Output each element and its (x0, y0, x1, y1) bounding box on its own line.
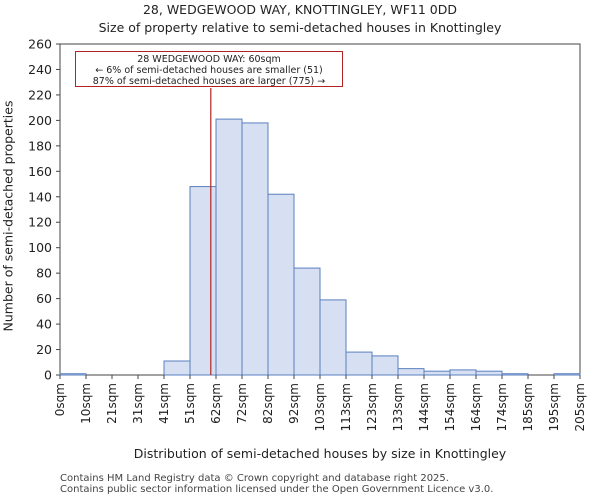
bar-17 (501, 373, 529, 376)
y-tick-label-20: 20 (36, 342, 52, 357)
x-tick-label-51sqm: 51sqm (183, 383, 197, 424)
x-tick-label-123sqm: 123sqm (365, 383, 379, 431)
x-tick-label-133sqm: 133sqm (391, 383, 405, 431)
y-tick-label-0: 0 (44, 368, 52, 383)
y-tick-label-80: 80 (36, 266, 52, 281)
x-tick-label-72sqm: 72sqm (235, 383, 249, 424)
y-tick-label-60: 60 (36, 291, 52, 306)
x-tick-label-205sqm: 205sqm (573, 383, 587, 431)
bar-19 (553, 373, 581, 376)
x-tick-label-21sqm: 21sqm (105, 383, 119, 424)
bar-9 (293, 267, 321, 376)
x-tick-label-0sqm: 0sqm (53, 383, 67, 416)
x-tick-label-195sqm: 195sqm (547, 383, 561, 431)
annotation-box: 28 WEDGEWOOD WAY: 60sqm ← 6% of semi-det… (75, 51, 343, 87)
x-tick-label-82sqm: 82sqm (261, 383, 275, 424)
y-tick-label-100: 100 (28, 240, 52, 255)
bar-10 (319, 299, 347, 376)
bar-6 (215, 118, 243, 376)
x-axis-label: Distribution of semi-detached houses by … (133, 446, 507, 461)
x-tick-label-92sqm: 92sqm (287, 383, 301, 424)
y-tick-label-40: 40 (36, 317, 52, 332)
x-tick-label-164sqm: 164sqm (469, 383, 483, 431)
y-tick-label-160: 160 (28, 164, 52, 179)
x-tick-label-31sqm: 31sqm (131, 383, 145, 424)
bar-0 (59, 373, 87, 376)
x-tick-label-103sqm: 103sqm (313, 383, 327, 431)
x-tick-label-10sqm: 10sqm (79, 383, 93, 424)
bar-14 (423, 370, 451, 376)
y-axis-label: Number of semi-detached properties (0, 100, 16, 332)
footer-line-1: Contains HM Land Registry data © Crown c… (60, 473, 449, 484)
y-tick-label-240: 240 (28, 62, 52, 77)
y-tick-label-200: 200 (28, 113, 52, 128)
chart-title: 28, WEDGEWOOD WAY, KNOTTINGLEY, WF11 0DD (142, 2, 458, 17)
bar-16 (475, 370, 503, 376)
x-tick-label-144sqm: 144sqm (417, 383, 431, 431)
x-tick-label-185sqm: 185sqm (521, 383, 535, 431)
y-tick-label-220: 220 (28, 87, 52, 102)
bar-4 (163, 360, 191, 376)
bar-8 (267, 193, 295, 376)
x-tick-label-41sqm: 41sqm (157, 383, 171, 424)
bar-13 (397, 368, 425, 376)
y-tick-label-140: 140 (28, 189, 52, 204)
y-tick-label-120: 120 (28, 215, 52, 230)
bar-5 (189, 186, 217, 376)
annotation-line-1: 28 WEDGEWOOD WAY: 60sqm (137, 54, 281, 65)
x-tick-label-154sqm: 154sqm (443, 383, 457, 431)
y-tick-label-180: 180 (28, 138, 52, 153)
annotation-line-3: 87% of semi-detached houses are larger (… (92, 76, 326, 87)
x-tick-label-174sqm: 174sqm (495, 383, 509, 431)
chart-subtitle: Size of property relative to semi-detach… (98, 20, 502, 35)
bar-7 (241, 122, 269, 376)
bar-11 (345, 351, 373, 376)
x-tick-label-113sqm: 113sqm (339, 383, 353, 431)
footer-line-2: Contains public sector information licen… (60, 484, 494, 495)
x-tick-label-62sqm: 62sqm (209, 383, 223, 424)
y-tick-label-260: 260 (28, 37, 52, 52)
bar-15 (449, 369, 477, 376)
annotation-line-2: ← 6% of semi-detached houses are smaller… (95, 65, 323, 76)
bar-12 (371, 355, 399, 376)
